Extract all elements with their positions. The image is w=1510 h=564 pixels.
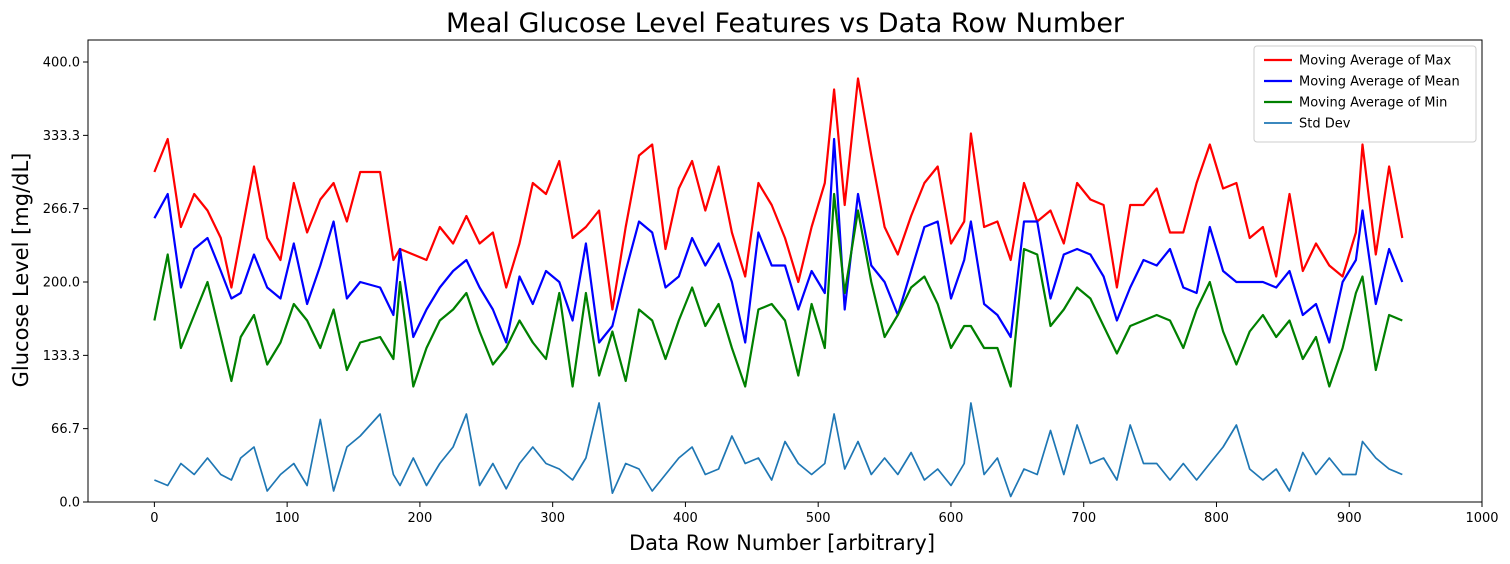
y-tick-label: 66.7 <box>51 422 80 437</box>
x-tick-label: 900 <box>1337 511 1362 526</box>
legend-entry: Std Dev <box>1299 117 1351 132</box>
series-line-moving-average-of-mean <box>153 137 1404 344</box>
y-axis-ticks: 0.0 66.7 133.3 200.0 266.7 333.3 400.0 <box>43 56 88 511</box>
legend-entry: Moving Average of Max <box>1299 54 1451 69</box>
plot-frame <box>87 39 1483 503</box>
legend-box <box>1253 45 1477 143</box>
series-line-moving-average-of-min <box>153 192 1403 388</box>
x-tick-label: 200 <box>407 511 432 526</box>
series-layer <box>153 77 1404 498</box>
series-line-std-dev <box>154 402 1403 498</box>
y-tick-label: 133.3 <box>43 349 80 364</box>
y-tick-label: 400.0 <box>43 56 80 71</box>
y-tick-label: 266.7 <box>43 202 80 217</box>
y-tick-label: 333.3 <box>43 129 80 144</box>
y-tick-label: 0.0 <box>59 496 80 511</box>
x-tick-label: 800 <box>1204 511 1229 526</box>
x-tick-label: 100 <box>275 511 300 526</box>
x-tick-label: 0 <box>150 511 158 526</box>
x-tick-label: 700 <box>1071 511 1096 526</box>
x-axis-ticks: 0 100 200 300 400 500 600 700 800 900 1000 <box>150 502 1499 526</box>
y-axis-label: Glucose Level [mg/dL] <box>9 153 33 388</box>
legend-entry: Moving Average of Mean <box>1299 75 1460 90</box>
series-line-moving-average-of-max <box>153 77 1404 311</box>
y-tick-label: 200.0 <box>43 276 80 291</box>
x-tick-label: 1000 <box>1465 511 1498 526</box>
chart-title: Meal Glucose Level Features vs Data Row … <box>446 8 1125 39</box>
legend-entry: Moving Average of Min <box>1299 96 1447 111</box>
x-tick-label: 600 <box>939 511 964 526</box>
x-tick-label: 500 <box>806 511 831 526</box>
x-axis-label: Data Row Number [arbitrary] <box>629 531 935 555</box>
legend: Moving Average of Max Moving Average of M… <box>1253 45 1477 143</box>
x-tick-label: 400 <box>673 511 698 526</box>
x-tick-label: 300 <box>540 511 565 526</box>
